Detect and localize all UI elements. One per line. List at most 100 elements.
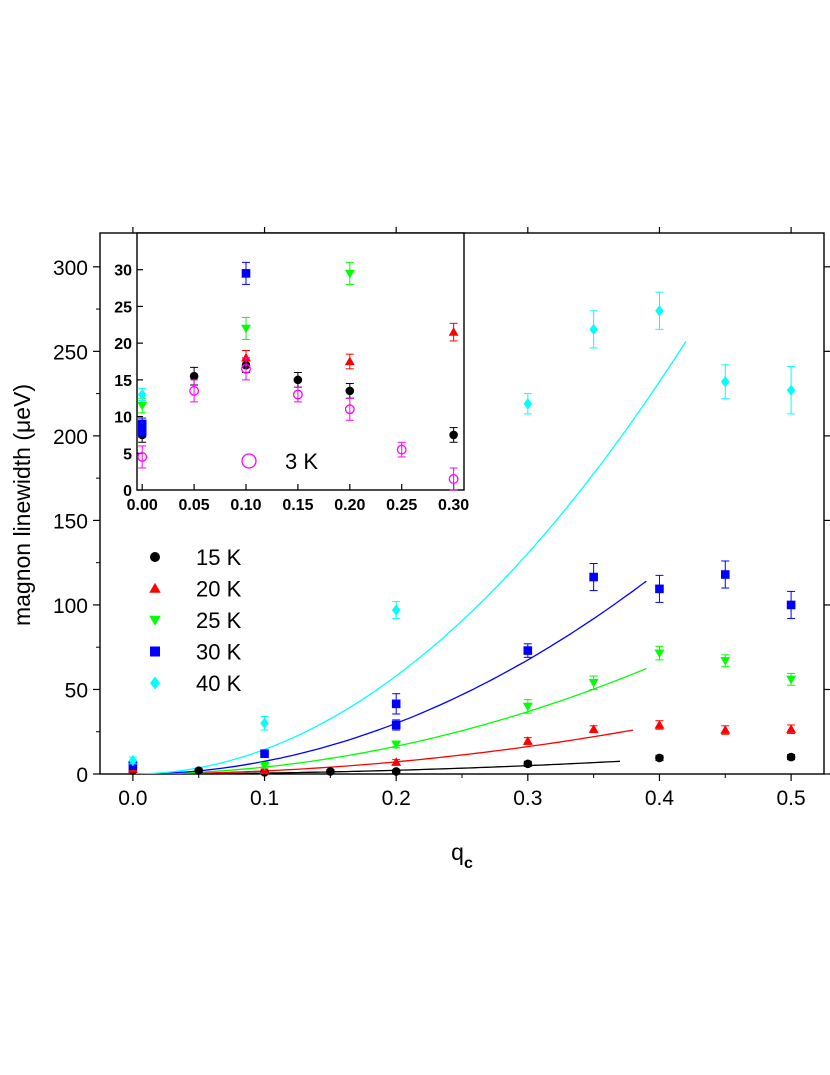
inset-x-tick-label: 0.15 [282,497,313,514]
data-point [128,754,138,767]
inset-x-tick-label: 0.30 [438,497,469,514]
fit-curves [132,341,687,774]
x-axis-title: qc [451,839,473,872]
inset-series-30k [137,261,251,438]
data-point [589,572,598,582]
y-tick-label: 200 [53,426,88,449]
inset-legend-label: 3 K [285,449,318,474]
legend-item: 30 K [150,640,242,665]
inset-x-tick-label: 0.25 [386,497,417,514]
inset-data-point [292,389,303,400]
inset-legend: 3 K [241,449,318,474]
inset-x-tick-label: 0.00 [127,497,158,514]
legend-marker [150,646,160,657]
main-legend: 15 K 20 K 25 K 30 K 40 K [149,545,242,696]
data-point [786,752,796,762]
y-axis-title: magnon linewidth (μeV) [9,384,35,626]
y-tick-label: 100 [53,595,88,618]
legend-item: 40 K [150,671,242,696]
inset-legend-marker [241,453,257,469]
series-25k [127,645,797,771]
data-point [720,570,730,579]
data-point [589,323,598,335]
fit-curve-25k [132,667,647,774]
legend-label: 15 K [196,545,242,570]
legend-marker [150,552,160,562]
inset-frame [136,232,465,491]
fit-curve-20k [132,729,634,774]
inset-series-40k [137,388,147,401]
data-point [720,657,731,666]
y-tick-label: 150 [53,510,88,533]
x-axis-title-subscript: c [464,855,473,872]
inset-y-tick-label: 20 [114,336,132,353]
data-point [260,749,269,759]
inset-data-point [344,404,355,415]
inset-data-point [345,386,355,396]
legend-label: 25 K [196,608,242,633]
legend-label: 20 K [196,577,242,602]
inset-data-point [137,401,148,411]
legend-item: 20 K [149,577,242,602]
x-tick-label: 0.0 [118,787,147,810]
inset-data-point [241,324,251,334]
data-point [523,759,533,769]
x-tick-label: 0.4 [645,787,675,810]
data-point [391,757,402,766]
data-point [786,600,796,610]
inset-data-point [344,269,355,279]
inset-x-tick-label: 0.05 [179,497,210,514]
data-point [588,724,599,733]
inset-data-point [448,474,459,484]
data-point [786,675,797,685]
inset-data-point [241,269,251,278]
inset-y-tick-label: 10 [114,410,132,427]
inset-data-point [137,426,147,436]
y-tick-label: 50 [65,679,88,702]
inset-data-point [449,430,458,440]
data-point [522,702,533,712]
legend-item: 25 K [149,608,242,633]
data-point [655,753,664,763]
data-point [786,384,796,396]
inset-error-bar [138,445,147,469]
data-point [260,717,269,729]
fit-curve-40k [132,341,687,774]
y-tick-label: 0 [76,764,88,787]
data-point [391,740,402,750]
data-point [588,679,599,688]
inset-y-tick-label: 5 [123,446,132,463]
y-tick-label: 250 [53,341,88,364]
data-point [720,376,730,388]
data-point [523,646,533,655]
inset-data-point [396,444,407,455]
data-point [786,724,797,733]
legend-marker [149,615,161,626]
fit-curve-30k [132,580,647,774]
series-40k [128,291,796,767]
inset-plot: 0.00 0.05 0.10 0.15 0.20 0.25 0.30 0 5 10 15 20 25 30… [114,232,469,514]
fit-curve-15k [132,760,621,774]
legend-label: 30 K [196,640,242,665]
inset-y-tick-label: 0 [123,483,132,500]
inset-x-tick-label: 0.20 [334,497,365,514]
data-point [391,767,401,776]
inset-series-3k [137,357,459,491]
inset-y-tick-label: 15 [114,373,132,390]
inset-data-point [241,352,251,362]
inset-data-point [189,371,199,381]
x-tick-label: 0.5 [776,787,805,810]
data-point [391,699,401,709]
legend-marker [149,582,161,593]
data-point [655,584,664,594]
data-point [655,305,664,317]
inset-error-bar [190,379,199,403]
legend-label: 40 K [196,671,242,696]
data-point [194,766,204,775]
data-point [720,725,731,734]
inset-data-point [241,363,251,374]
data-point [522,736,533,745]
x-tick-label: 0.3 [513,787,542,810]
